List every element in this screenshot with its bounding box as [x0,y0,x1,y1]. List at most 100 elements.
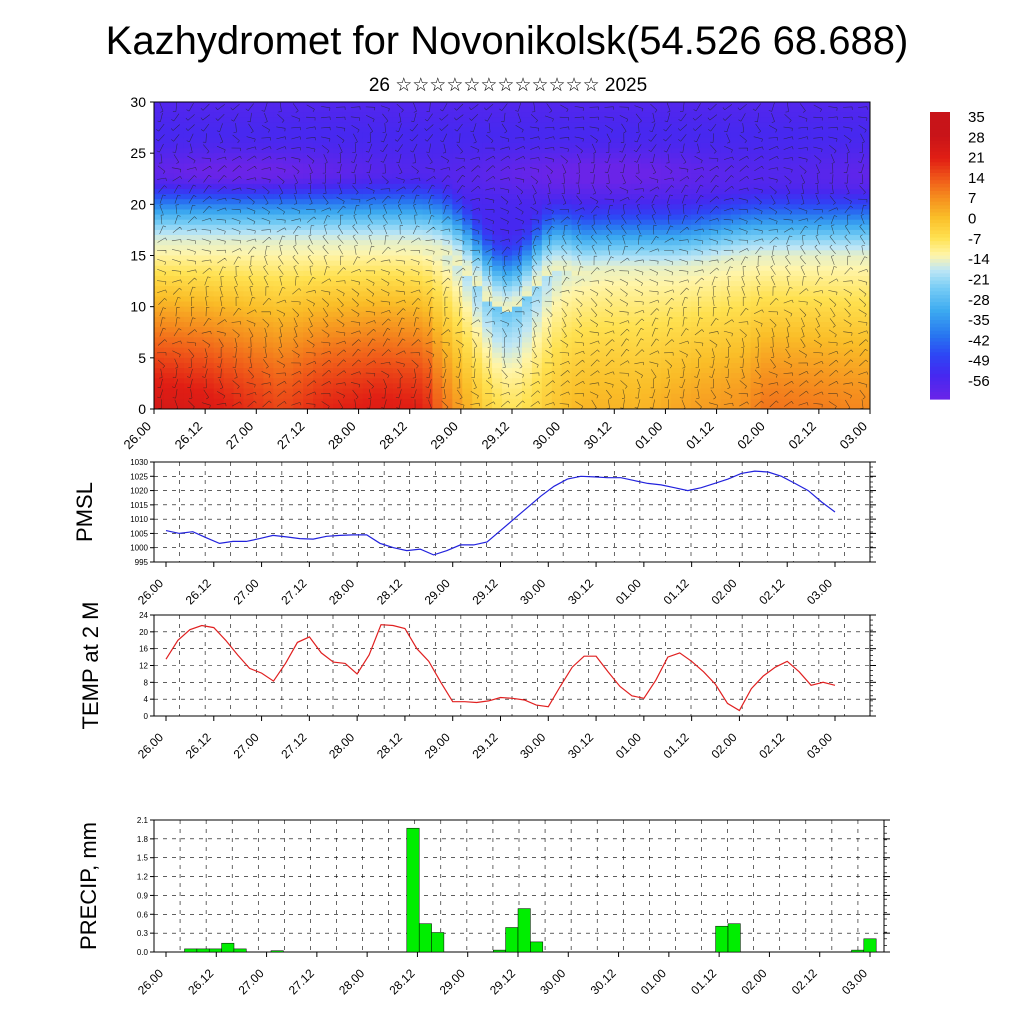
x-tick-label: 01.12 [688,966,719,997]
x-tick-label: 29.00 [422,730,453,761]
colorbar-label: 35 [968,109,985,126]
colorbar-label: -14 [968,251,990,268]
x-tick-label: 02.12 [756,730,787,761]
x-tick-label: 03.00 [804,730,835,761]
precip-bar [196,948,210,953]
x-tick-label: 02.12 [756,576,787,607]
y-tick-label: 1020 [130,487,148,496]
precip-bar [851,949,865,953]
precip-bar [208,948,222,953]
x-tick-label: 01.00 [638,966,669,997]
x-tick-label: 02.12 [789,966,820,997]
y-tick-label: 0.6 [137,910,149,919]
x-tick-label: 27.00 [236,966,267,997]
x-tick-label: 02.00 [708,576,739,607]
y-tick-label: 24 [139,611,148,620]
x-tick-label: 29.00 [437,966,468,997]
y-tick-label: 1.5 [137,854,149,863]
temp-ylabel: TEMP at 2 M [78,602,103,730]
colorbar-label: -42 [968,332,990,349]
colorbar-label: -7 [968,231,981,248]
pmsl-ylabel: PMSL [72,482,97,542]
x-tick-label: 30.00 [530,419,564,453]
x-tick-label: 02.00 [738,966,769,997]
y-tick-label: 20 [130,196,146,212]
x-tick-label: 28.12 [376,419,410,453]
x-tick-label: 30.12 [581,419,615,453]
precip-bar [184,948,198,953]
x-tick-label: 26.00 [135,966,166,997]
x-tick-label: 01.00 [613,576,644,607]
x-tick-label: 26.12 [185,966,216,997]
x-tick-label: 30.00 [517,730,548,761]
x-tick-label: 27.00 [231,576,262,607]
x-tick-label: 30.00 [537,966,568,997]
y-tick-label: 20 [139,628,148,637]
x-tick-label: 29.12 [469,576,500,607]
x-tick-label: 30.12 [565,576,596,607]
x-tick-label: 26.00 [135,576,166,607]
y-tick-label: 0 [138,401,146,417]
y-tick-label: 1005 [130,529,148,538]
y-tick-label: 1025 [130,472,148,481]
y-tick-label: 1010 [130,515,148,524]
x-tick-label: 01.12 [683,419,717,453]
y-tick-label: 1.2 [137,873,149,882]
x-tick-label: 01.12 [661,730,692,761]
precip-bar [270,950,284,953]
x-tick-label: 03.00 [837,419,871,453]
precip-bar [406,827,420,953]
x-tick-label: 27.12 [278,730,309,761]
x-tick-label: 03.00 [804,576,835,607]
x-tick-label: 26.12 [183,576,214,607]
y-tick-label: 1015 [130,501,148,510]
y-tick-label: 4 [144,695,149,704]
precip-bar [863,938,877,953]
x-tick-label: 01.00 [613,730,644,761]
colorbar-label: -35 [968,312,990,329]
wind-barb-paths [156,102,869,409]
x-tick-label: 01.00 [632,419,666,453]
y-tick-label: 8 [144,678,149,687]
x-tick-label: 28.12 [374,730,405,761]
x-tick-label: 26.12 [183,730,214,761]
x-tick-label: 28.00 [336,966,367,997]
precip-bar [493,949,506,953]
y-tick-label: 30 [130,94,146,110]
precip-bar [418,923,432,953]
x-tick-label: 30.12 [588,966,619,997]
chart-title: Kazhydromet for Novonikolsk(54.526 68.68… [106,19,909,63]
y-tick-label: 15 [130,248,146,264]
x-tick-label: 28.12 [386,966,417,997]
precip-bar [727,923,741,953]
x-tick-label: 01.12 [661,576,692,607]
precip-ylabel: PRECIP, mm [76,822,101,950]
x-tick-label: 28.00 [326,576,357,607]
colorbar [930,112,950,400]
x-tick-label: 29.12 [487,966,518,997]
colorbar-label: 28 [968,129,985,146]
x-tick-label: 28.00 [325,419,359,453]
colorbar-label: -28 [968,292,990,309]
x-tick-label: 26.00 [121,419,155,453]
y-tick-label: 10 [130,299,146,315]
x-tick-label: 26.00 [135,730,166,761]
y-tick-label: 1.8 [137,835,149,844]
precip-bar [530,941,544,953]
y-tick-label: 0.9 [137,891,149,900]
y-tick-label: 25 [130,145,146,161]
x-tick-label: 28.12 [374,576,405,607]
precip-bar [221,942,235,953]
cross-section-field [154,102,870,409]
x-tick-label: 29.00 [422,576,453,607]
y-tick-label: 1030 [130,458,148,467]
x-tick-label: 29.00 [427,419,461,453]
chart-subtitle: 26 ☆☆☆☆☆☆☆☆☆☆☆☆ 2025 [369,75,647,96]
precip-bar [233,948,247,953]
colorbar-label: 7 [968,190,976,207]
y-tick-label: 1000 [130,544,148,553]
colorbar-label: 21 [968,150,985,167]
x-tick-label: 02.12 [785,419,819,453]
